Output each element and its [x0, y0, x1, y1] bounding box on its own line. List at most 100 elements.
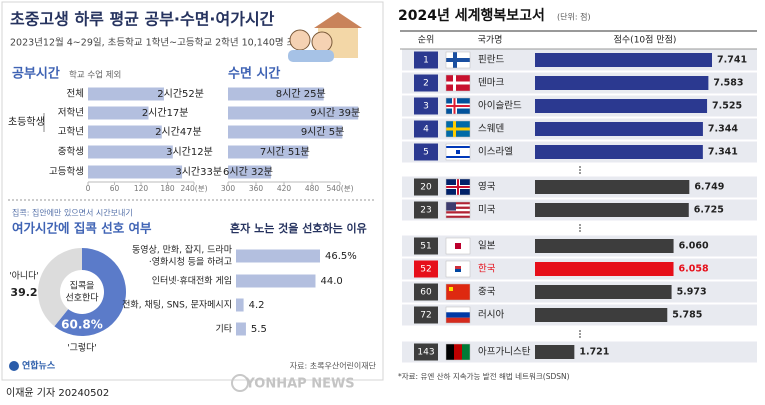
flag-part: [446, 284, 470, 300]
value-label: 60.8%: [61, 318, 103, 332]
chart-title: 2024년 세계행복보고서: [398, 8, 545, 24]
group-label: 초등학생: [8, 116, 45, 128]
country-label: 아프가니스탄: [478, 347, 531, 358]
value-label: 5.5: [251, 324, 267, 335]
flag-part: [446, 344, 454, 360]
category-label: ·영화시청 등을 하려고: [149, 257, 232, 268]
flag-part: [446, 211, 470, 214]
logo: 연합뉴스: [22, 360, 56, 372]
value-label: 1.721: [579, 347, 609, 358]
bar: [535, 262, 674, 276]
category-label: 고학년: [58, 127, 84, 138]
bar: [236, 322, 246, 336]
ellipsis-dot: [579, 172, 581, 174]
value-label: 7.583: [713, 78, 743, 89]
watermark-icon: [231, 374, 249, 392]
chart-title: 혼자 노는 것을 선호하는 이유: [230, 221, 367, 235]
bar: [88, 165, 183, 179]
ellipsis-dot: [579, 166, 581, 168]
ellipsis-dot: [579, 336, 581, 338]
flag-part: [446, 202, 456, 211]
value-label: 6.749: [694, 182, 724, 193]
category-label: 기타: [215, 324, 232, 335]
left-subtitle: 2023년12월 4~29일, 초등학교 1학년~고등학교 2학년 10,140…: [10, 37, 304, 49]
pie-slice: [37, 248, 82, 327]
x-tick-label: 540(분): [326, 184, 353, 193]
country-label: 아이슬란드: [478, 100, 522, 112]
country-label: 중국: [478, 287, 496, 298]
value-label: 3시간12분: [166, 146, 213, 158]
bar: [88, 87, 164, 101]
x-tick-label: 60: [110, 184, 120, 193]
x-tick-label: 480: [305, 184, 320, 193]
bar: [535, 308, 668, 322]
ellipsis-dot: [579, 227, 581, 229]
value-label: 7.525: [712, 101, 742, 112]
value-label: 39.2: [10, 286, 37, 299]
chart-note: 집콕: 집안에만 있으면서 시간보내기: [12, 208, 133, 218]
bar: [236, 249, 320, 263]
flag-part: [446, 156, 470, 158]
illustration: [288, 12, 362, 62]
rank-label: 5: [423, 148, 429, 158]
flag-part: [456, 150, 460, 154]
bar: [236, 298, 244, 312]
rank-label: 51: [420, 242, 431, 252]
x-tick-label: 120: [134, 184, 149, 193]
chart-title: 여가시간에 집콕 선호 여부: [12, 221, 152, 236]
value-label: 7시간 51분: [260, 146, 310, 158]
x-tick-label: 240(분): [180, 184, 207, 193]
value-label: 6시간 32분: [223, 166, 273, 178]
value-label: 7.741: [717, 55, 747, 66]
flag-border: [445, 237, 471, 255]
rank-box: [414, 51, 438, 69]
bar: [535, 145, 703, 159]
category-label: 동영상, 만화, 잡지, 드라마: [132, 244, 233, 256]
value-label: 8시간 25분: [276, 88, 326, 100]
column-header: 순위: [418, 35, 435, 46]
value-label: 2시간17분: [142, 107, 189, 119]
value-label: 7.341: [708, 147, 738, 158]
unit-label: (단위: 점): [557, 12, 591, 22]
category-label: 전화, 채팅, SNS, 문자메시지: [122, 300, 232, 311]
country-label: 미국: [478, 205, 496, 216]
flag-part: [446, 312, 470, 318]
country-label: 일본: [478, 241, 496, 252]
bar: [535, 76, 709, 90]
bar: [88, 106, 149, 120]
rank-box: [414, 343, 438, 361]
chart-note: 학교 수업 제외: [69, 70, 121, 81]
flag-part: [446, 206, 470, 209]
bar: [535, 285, 672, 299]
bar: [236, 274, 316, 288]
center-label: 집콕을: [70, 280, 95, 292]
flag-part: [455, 243, 461, 249]
center-label: 선호한다: [65, 293, 99, 304]
flag-part: [454, 344, 462, 360]
bar: [228, 145, 308, 159]
bar: [535, 99, 708, 113]
pie-slice: [54, 248, 127, 336]
value-label: 9시간 39분: [310, 107, 360, 119]
rank-label: 23: [420, 206, 431, 216]
kid: [311, 31, 333, 53]
category-label: 인터넷·휴대전화 게임: [152, 275, 232, 287]
rank-box: [414, 97, 438, 115]
flag-border: [445, 143, 471, 161]
rank-box: [414, 201, 438, 219]
x-tick-label: 360: [249, 184, 264, 193]
chart-title: 공부시간: [12, 66, 60, 82]
kids-body: [288, 50, 334, 62]
flag-part: [446, 307, 470, 313]
rank-box: [414, 306, 438, 324]
flag-part: [446, 186, 470, 188]
bar: [535, 239, 674, 253]
flag-part: [446, 215, 470, 218]
flag-part: [449, 287, 453, 291]
bar: [535, 122, 703, 136]
rank-box: [414, 143, 438, 161]
category-label: 전체: [67, 89, 84, 100]
flag-border: [445, 178, 471, 196]
